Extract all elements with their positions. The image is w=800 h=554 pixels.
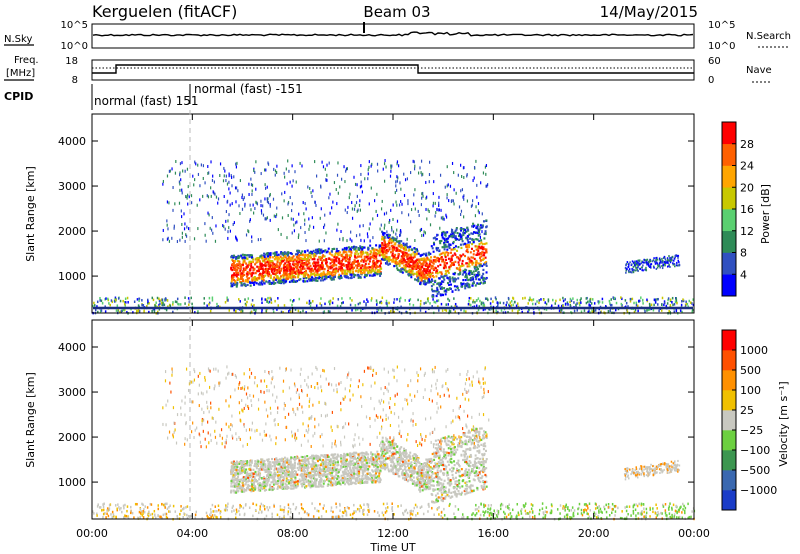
nave-tick-bottom: 0	[708, 75, 714, 86]
colorbar-tick-label: 24	[740, 160, 754, 173]
colorbar-frame	[721, 329, 737, 511]
x-tick-label: 16:00	[477, 527, 509, 540]
colorbar-tick-label: 25	[740, 404, 754, 417]
y-tick-label: 3000	[58, 386, 86, 399]
power-scatter	[92, 159, 695, 315]
colorbar-band	[722, 252, 736, 275]
colorbar-tick-label: −500	[740, 464, 770, 477]
date-title: 14/May/2015	[600, 3, 698, 21]
colorbar-band	[722, 410, 736, 431]
colorbar-tick-label: 500	[740, 364, 761, 377]
colorbar-tick-label: 28	[740, 138, 754, 151]
colorbar-band	[722, 390, 736, 411]
freq-label-top: Freq.	[14, 55, 39, 66]
y-tick-label: 4000	[58, 341, 86, 354]
colorbar-band	[722, 490, 736, 511]
y-tick-label: 1000	[58, 270, 86, 283]
colorbar-tick-label: −25	[740, 424, 763, 437]
freq-tick-top: 18	[65, 56, 78, 67]
colorbar-tick-label: 16	[740, 203, 754, 216]
beam-title: Beam 03	[363, 3, 430, 21]
colorbar-band	[722, 143, 736, 166]
colorbar-tick-label: 4	[740, 268, 747, 281]
colorbar-band	[722, 122, 736, 145]
nsky-tick-bottom: 10^0	[61, 41, 88, 52]
colorbar-band	[722, 274, 736, 297]
y-tick-label: 4000	[58, 135, 86, 148]
colorbar-band	[722, 470, 736, 491]
x-tick-label: 00:00	[76, 527, 108, 540]
nsky-trace	[92, 31, 694, 37]
nsky-tick-top: 10^5	[61, 20, 88, 31]
velocity-ylabel: Slant Range [km]	[24, 372, 37, 468]
nave-tick-top: 60	[708, 56, 721, 67]
colorbar-band	[722, 230, 736, 253]
colorbar-band	[722, 430, 736, 451]
velocity-panel-frame	[91, 319, 695, 520]
nave-label: Nave	[746, 65, 772, 76]
x-tick-label: 12:00	[377, 527, 409, 540]
power-panel-frame	[91, 113, 695, 314]
freq-tick-bottom: 8	[72, 75, 78, 86]
station-title: Kerguelen (fitACF)	[92, 2, 237, 21]
cpid-mode-2: normal (fast) -151	[194, 82, 303, 96]
power-cbar-label: Power [dB]	[759, 184, 772, 244]
x-tick-label: 00:00	[678, 527, 710, 540]
colorbar-band	[722, 370, 736, 391]
nsearch-label: N.Search	[746, 31, 791, 42]
velocity-scatter	[92, 365, 696, 521]
x-tick-label: 04:00	[176, 527, 208, 540]
nsky-label: N.Sky	[4, 34, 32, 45]
y-tick-label: 2000	[58, 225, 86, 238]
y-tick-label: 3000	[58, 180, 86, 193]
velocity-yticks: 1000 2000 3000 4000	[58, 341, 694, 489]
colorbar-tick-label: 12	[740, 225, 754, 238]
cpid-mode-1: normal (fast) 151	[94, 94, 198, 108]
freq-panel	[91, 59, 695, 81]
velocity-colorbar: 1000 500 100 25 −25 −100 −500 −1000	[721, 329, 777, 511]
freq-trace	[92, 64, 694, 74]
y-tick-label: 2000	[58, 431, 86, 444]
power-colorbar: 4 8 12 16 20 24 28	[721, 121, 754, 297]
y-tick-label: 1000	[58, 476, 86, 489]
colorbar-tick-label: 1000	[740, 344, 768, 357]
colorbar-tick-label: 20	[740, 181, 754, 194]
nsky-panel	[91, 23, 695, 49]
power-ylabel: Slant Range [km]	[24, 166, 37, 262]
colorbar-band	[722, 330, 736, 351]
cpid-label: CPID	[4, 90, 33, 103]
x-tick-label: 08:00	[277, 527, 309, 540]
colorbar-band	[722, 187, 736, 210]
x-axis-label: Time UT	[369, 541, 415, 554]
power-yticks: 1000 2000 3000 4000	[58, 135, 694, 283]
nsearch-tick-top: 10^5	[708, 20, 735, 31]
velocity-cbar-label: Velocity [m s⁻¹]	[777, 381, 790, 466]
colorbar-band	[722, 450, 736, 471]
freq-label-unit: [MHz]	[6, 68, 35, 79]
colorbar-tick-label: −100	[740, 444, 770, 457]
colorbar-tick-label: −1000	[740, 484, 777, 497]
colorbar-band	[722, 209, 736, 232]
colorbar-band	[722, 350, 736, 371]
colorbar-band	[722, 165, 736, 188]
colorbar-tick-label: 100	[740, 384, 761, 397]
x-axis: 00:00 04:00 08:00 12:00 16:00 20:00 00:00	[76, 114, 710, 540]
colorbar-tick-label: 8	[740, 247, 747, 260]
x-tick-label: 20:00	[578, 527, 610, 540]
nsearch-tick-bottom: 10^0	[708, 41, 735, 52]
